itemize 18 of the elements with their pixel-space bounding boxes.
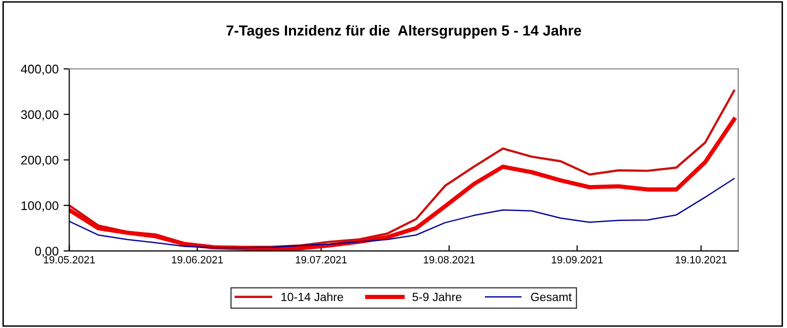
legend-label: Gesamt <box>531 292 572 302</box>
x-tick-label: 19.08.2021 <box>424 256 475 264</box>
x-tick-label: 19.06.2021 <box>172 256 223 264</box>
y-tick-label: 0,00 <box>35 246 58 258</box>
legend-label: 5-9 Jahre <box>412 292 462 302</box>
x-tick-label: 19.09.2021 <box>552 256 603 264</box>
chart-title: 7-Tages Inzidenz für die Altersgruppen 5 - 14 Jahre <box>226 24 582 39</box>
y-tick-label: 300,00 <box>21 110 58 121</box>
x-tick-label: 19.10.2021 <box>676 256 727 264</box>
legend-label: 10-14 Jahre <box>281 292 344 302</box>
line-series <box>69 178 735 248</box>
line-series <box>69 117 736 251</box>
y-tick-label: 400,00 <box>20 64 58 76</box>
x-tick-label: 19.07.2021 <box>296 256 347 264</box>
line-series <box>69 90 736 248</box>
y-tick-label: 200,00 <box>21 156 58 166</box>
y-tick-label: 100,00 <box>22 201 58 212</box>
x-tick-label: 19.05.2021 <box>44 256 95 264</box>
